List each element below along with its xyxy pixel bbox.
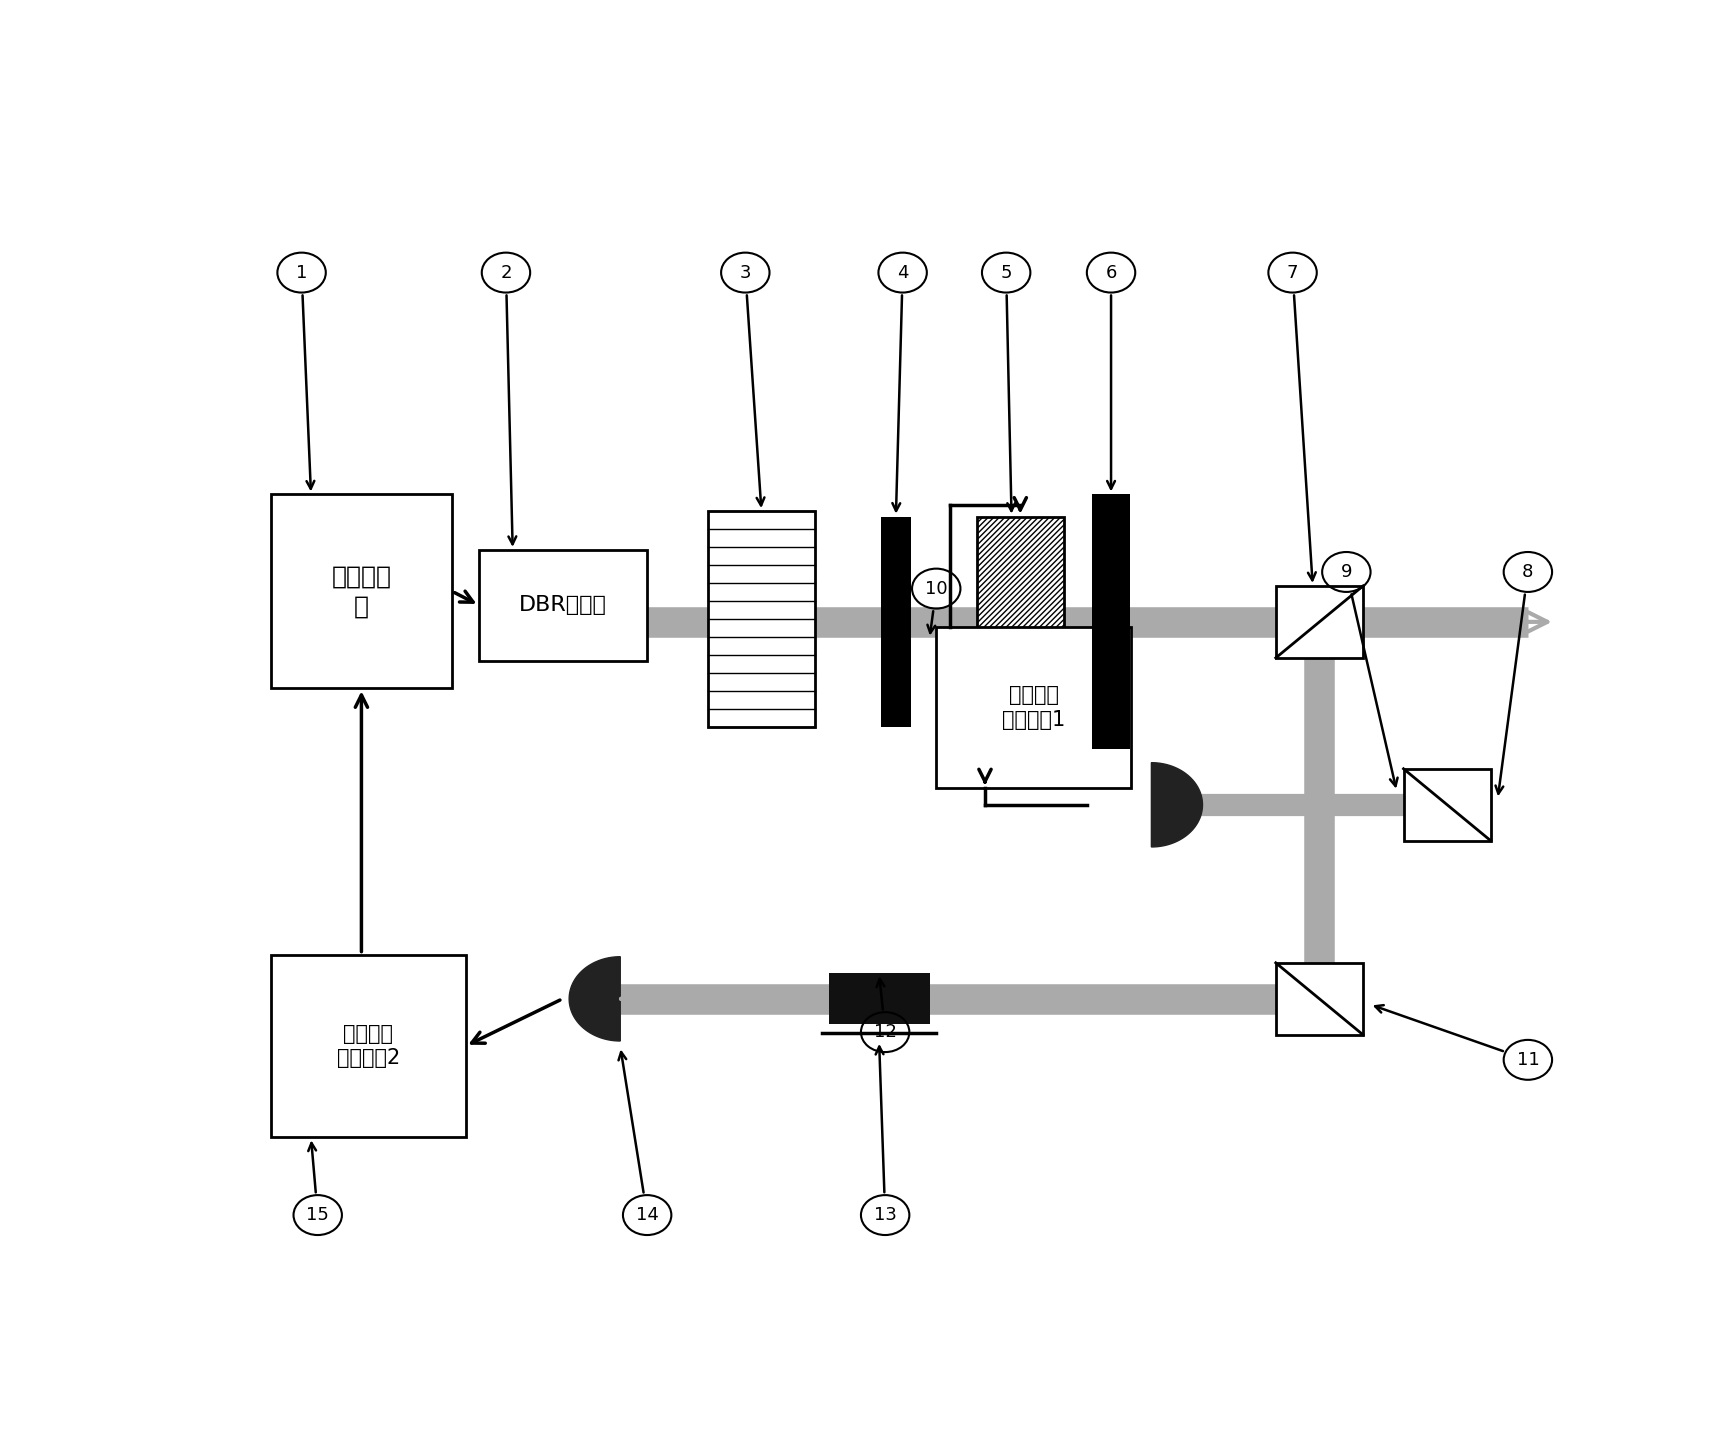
Bar [881,517,911,727]
Bar [977,517,1064,733]
Bar [271,955,465,1138]
Bar [977,517,1064,733]
Bar [1275,963,1364,1035]
Text: 11: 11 [1516,1051,1539,1068]
Bar [1275,586,1364,658]
Text: 反馈信号
处理电路1: 反馈信号 处理电路1 [1003,685,1065,730]
Polygon shape [569,956,621,1041]
Text: 2: 2 [500,264,512,282]
Text: 6: 6 [1105,264,1117,282]
Text: 激光控制
器: 激光控制 器 [331,564,392,618]
Bar [937,628,1131,788]
Text: DBR激光器: DBR激光器 [519,595,607,615]
Text: 反馈信号
处理电路2: 反馈信号 处理电路2 [337,1024,399,1068]
Bar [479,550,647,661]
Text: 14: 14 [635,1207,659,1224]
Text: 1: 1 [297,264,307,282]
Text: 3: 3 [739,264,751,282]
Text: 12: 12 [874,1022,897,1041]
Text: 10: 10 [925,579,947,598]
Text: 5: 5 [1001,264,1012,282]
Text: 4: 4 [897,264,909,282]
Bar [1404,769,1490,841]
Text: 9: 9 [1341,563,1352,580]
Text: 15: 15 [307,1207,330,1224]
Bar [1093,494,1129,749]
Bar [271,494,453,688]
Text: 7: 7 [1287,264,1298,282]
Text: 13: 13 [874,1207,897,1224]
Bar [708,511,815,727]
Text: 8: 8 [1522,563,1534,580]
Bar [829,973,930,1024]
Polygon shape [1152,763,1202,847]
